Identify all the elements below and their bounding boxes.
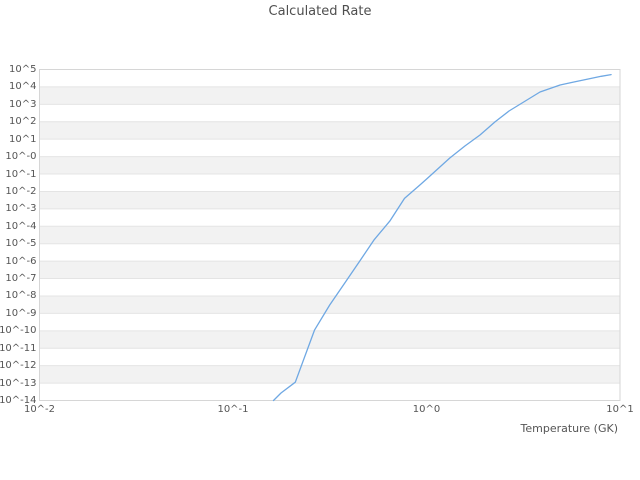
decade-band — [39, 226, 620, 244]
rate-curve — [272, 73, 612, 402]
y-axis-tick-label: 10^2 — [9, 116, 37, 128]
decade-band — [39, 156, 620, 175]
y-axis-tick-label: 10^-9 — [5, 307, 37, 319]
y-axis-tick-label: 10^-5 — [5, 238, 37, 250]
decade-band — [39, 330, 620, 349]
x-axis-title: Temperature (GK) — [520, 422, 619, 435]
chart-title: Calculated Rate — [268, 4, 372, 19]
y-axis-tick-label: 10^-0 — [5, 151, 37, 163]
x-axis-tick-label: 10^-2 — [23, 404, 56, 415]
x-axis-tick-label: 10^0 — [412, 404, 441, 415]
y-axis-tick-label: 10^-10 — [0, 325, 37, 337]
y-axis-tick-label: 10^-1 — [5, 168, 37, 180]
decade-band — [39, 86, 620, 105]
y-axis-tick-label: 10^-7 — [5, 273, 37, 285]
y-axis-tick-label: 10^-13 — [0, 377, 37, 389]
y-axis-tick-label: 10^-2 — [5, 185, 37, 197]
y-axis-tick-label: 10^1 — [9, 133, 37, 145]
decade-band — [39, 261, 620, 279]
y-axis-tick-label: 10^-6 — [5, 255, 37, 267]
y-axis-tick-label: 10^-4 — [5, 220, 37, 232]
y-axis-tick-label: 10^-14 — [0, 395, 37, 406]
y-axis-tick-label: 10^-3 — [5, 203, 37, 215]
y-axis-tick-label: 10^-11 — [0, 342, 37, 354]
y-axis-tick-label: 10^5 — [9, 64, 37, 75]
x-axis-tick-label: 10^1 — [606, 404, 634, 415]
y-axis-tick-label: 10^4 — [9, 81, 37, 93]
decade-band — [39, 191, 620, 209]
y-axis-tick-label: 10^-12 — [0, 360, 37, 372]
plot-border — [39, 69, 621, 401]
y-axis-tick-label: 10^-8 — [5, 290, 37, 302]
x-axis-tick-label: 10^-1 — [217, 404, 249, 415]
y-axis-tick-label: 10^3 — [9, 98, 37, 110]
decade-band — [39, 365, 620, 384]
decade-band — [39, 121, 620, 140]
